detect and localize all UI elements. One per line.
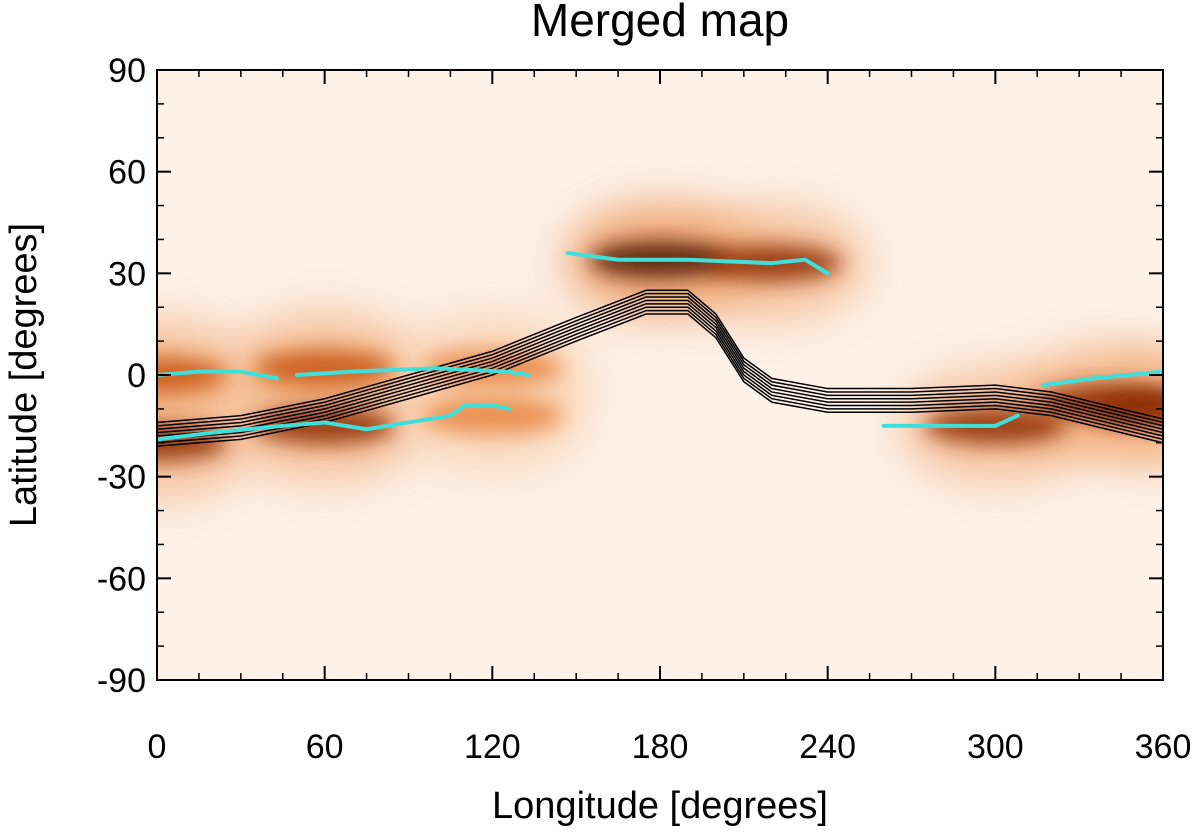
contour-line [157,296,1163,430]
heat-core [254,407,395,444]
plot-area [157,70,1163,680]
heat-core [422,397,563,434]
cyan-trace [1040,369,1163,388]
cyan-trace [157,369,280,381]
y-tick-label: -30 [97,459,146,497]
cyan-trace-layer [157,251,1163,442]
x-tick-label: 360 [1135,728,1192,766]
contour-layer [157,289,1163,447]
x-axis-label: Longitude [degrees] [492,785,828,827]
chart-title: Merged map [531,0,789,46]
y-tick-label: -60 [97,560,146,598]
y-tick-label: 0 [127,357,146,395]
contour-line [157,313,1163,447]
heat-core [157,357,227,393]
contour-line [157,303,1163,437]
contour-line [157,306,1163,441]
contour-line [157,292,1163,427]
x-tick-label: 180 [632,728,689,766]
cyan-trace [565,251,830,276]
y-tick-label: 30 [108,255,146,293]
contour-line [157,289,1163,424]
x-tick-label: 60 [306,728,344,766]
cyan-trace [881,413,1020,428]
y-axis-label: Latitude [degrees] [3,223,45,527]
cyan-trace [294,366,531,377]
x-tick-label: 240 [799,728,856,766]
y-tick-label: 90 [108,52,146,90]
contour-line [157,309,1163,444]
y-tick-label: -90 [97,662,146,700]
contour-line [157,299,1163,434]
x-tick-label: 120 [464,728,521,766]
heat-core [254,350,395,387]
x-tick-label: 0 [148,728,167,766]
y-tick-label: 60 [108,154,146,192]
x-tick-label: 300 [967,728,1024,766]
cyan-trace [157,403,512,442]
